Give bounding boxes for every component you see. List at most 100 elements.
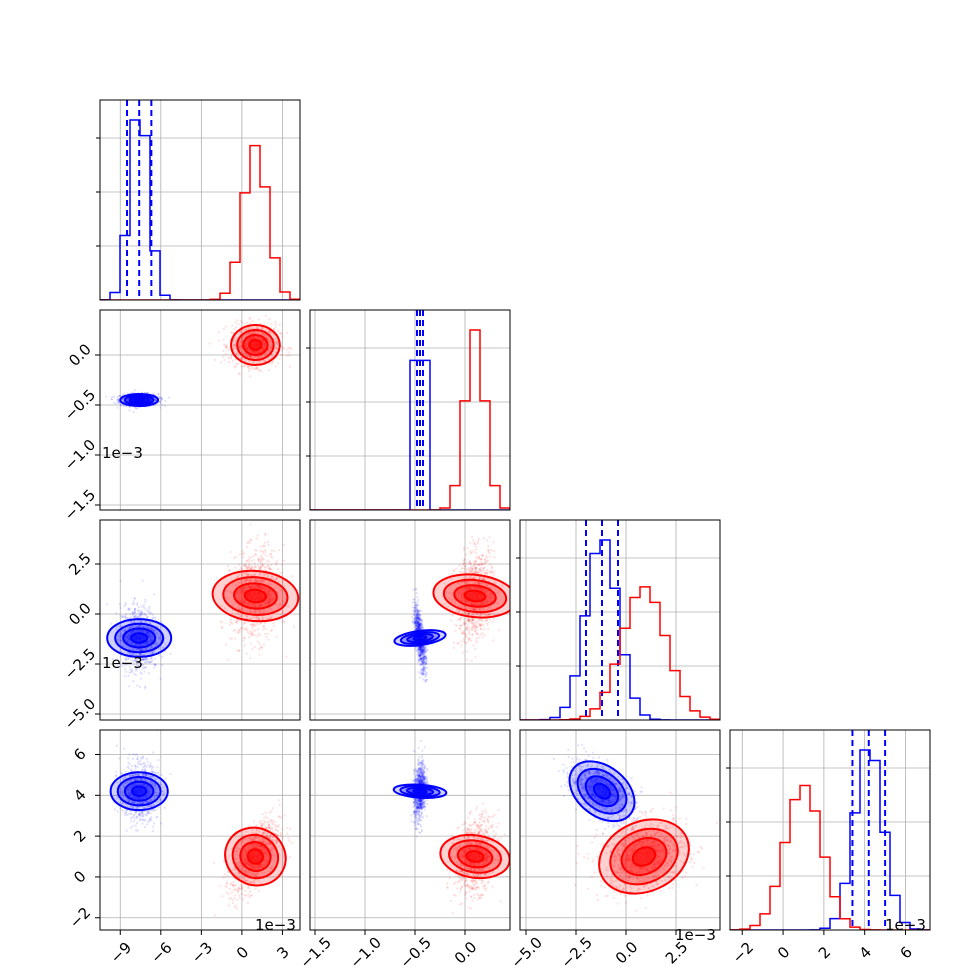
sample-point (269, 339, 272, 342)
sample-point (250, 578, 253, 581)
sample-point (259, 567, 262, 571)
sample-point (245, 342, 248, 345)
sample-point (261, 339, 264, 342)
sample-point (489, 563, 492, 566)
sample-point (246, 347, 249, 351)
sample-point (248, 355, 251, 358)
sample-point (113, 395, 116, 398)
sample-point (222, 327, 226, 331)
sample-point (152, 630, 155, 633)
sample-point (237, 619, 240, 622)
sample-point (130, 631, 133, 634)
sample-point (238, 614, 241, 618)
sample-point (244, 578, 247, 581)
sample-point (276, 343, 279, 346)
sample-point (241, 550, 244, 553)
sample-point (137, 610, 140, 613)
sample-point (137, 629, 141, 632)
sample-point (236, 576, 239, 579)
sample-point (127, 633, 131, 636)
sample-point (224, 344, 227, 347)
sample-point (131, 626, 134, 629)
sample-point (261, 549, 264, 553)
sample-point (272, 621, 275, 625)
sample-point (131, 630, 134, 633)
sample-point (129, 626, 132, 629)
sample-point (282, 543, 286, 546)
sample-point (246, 586, 250, 589)
sample-point (275, 562, 278, 565)
sample-point (243, 562, 246, 565)
sample-point (254, 586, 257, 589)
sample-point (259, 565, 262, 569)
sample-point (158, 637, 161, 641)
sample-point (248, 558, 251, 561)
sample-point (133, 610, 137, 614)
sample-point (281, 335, 284, 338)
sample-point (418, 609, 421, 612)
sample-point (253, 351, 256, 354)
sample-point (256, 564, 259, 568)
sample-point (154, 664, 157, 667)
sample-point (128, 620, 132, 623)
sample-point (133, 653, 137, 656)
sample-point (152, 616, 155, 619)
sample-point (111, 395, 114, 399)
sample-point (142, 653, 145, 656)
sample-point (144, 620, 147, 623)
sample-point (248, 579, 251, 582)
sample-point (153, 397, 157, 401)
sample-point (412, 588, 415, 592)
sample-point (121, 642, 124, 645)
sample-point (261, 646, 264, 649)
sample-point (270, 549, 273, 552)
sample-point (268, 341, 271, 345)
sample-point (275, 346, 278, 349)
sample-point (279, 603, 282, 606)
sample-point (265, 572, 268, 576)
sample-point (142, 625, 145, 628)
sample-point (230, 592, 234, 595)
sample-point (169, 652, 172, 656)
sample-point (477, 539, 480, 542)
sample-point (265, 591, 269, 594)
sample-point (228, 623, 232, 626)
sample-point (262, 628, 265, 631)
sample-point (247, 584, 250, 587)
sample-point (247, 636, 251, 639)
sample-point (268, 317, 271, 321)
sample-point (263, 587, 266, 590)
sample-point (253, 573, 256, 576)
sample-point (264, 548, 267, 552)
sample-point (261, 557, 265, 560)
sample-point (238, 568, 241, 571)
sample-point (119, 635, 122, 638)
sample-point (264, 627, 267, 630)
sample-point (134, 614, 137, 617)
sample-point (269, 345, 272, 348)
sample-point (270, 355, 274, 359)
sample-point (412, 609, 415, 612)
sample-point (240, 340, 243, 343)
sample-point (143, 670, 146, 673)
sample-point (480, 627, 483, 631)
sample-point (274, 350, 277, 354)
sample-point (269, 340, 272, 343)
sample-point (265, 610, 268, 613)
sample-point (148, 605, 151, 608)
sample-point (250, 560, 253, 563)
sample-point (140, 648, 143, 652)
sample-point (234, 358, 237, 361)
sample-point (259, 586, 262, 589)
sample-point (138, 612, 142, 615)
sample-point (280, 353, 283, 356)
sample-point (250, 556, 253, 559)
sample-point (262, 342, 266, 345)
sample-point (243, 322, 246, 325)
sample-point (130, 621, 133, 624)
sample-point (249, 567, 252, 570)
sample-point (258, 561, 262, 564)
sample-point (134, 607, 137, 611)
sample-point (256, 366, 259, 369)
sample-point (127, 637, 130, 640)
